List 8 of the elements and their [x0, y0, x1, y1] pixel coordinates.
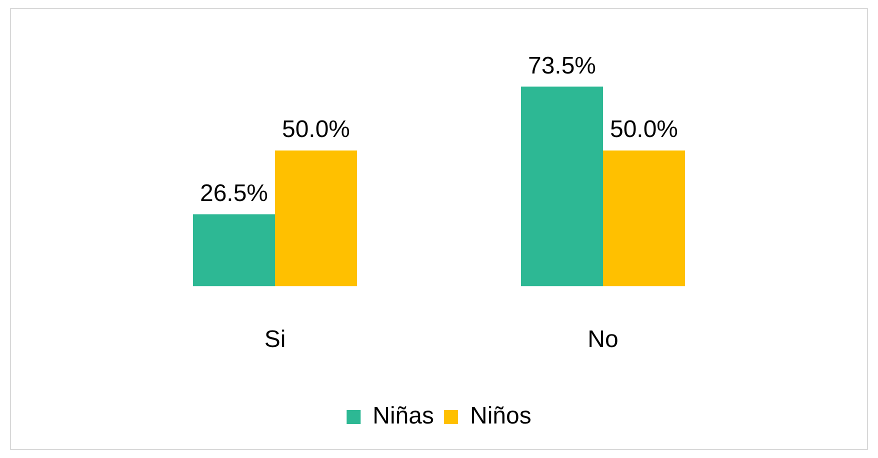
data-label: 50.0% — [610, 116, 678, 144]
x-tick-label: Si — [264, 326, 286, 354]
data-label: 50.0% — [282, 116, 350, 144]
legend-label: Niñas — [372, 402, 434, 430]
x-tick-label: No — [588, 326, 618, 354]
data-label: 26.5% — [200, 180, 268, 207]
legend-label: Niños — [470, 402, 532, 430]
data-label: 73.5% — [528, 52, 596, 80]
